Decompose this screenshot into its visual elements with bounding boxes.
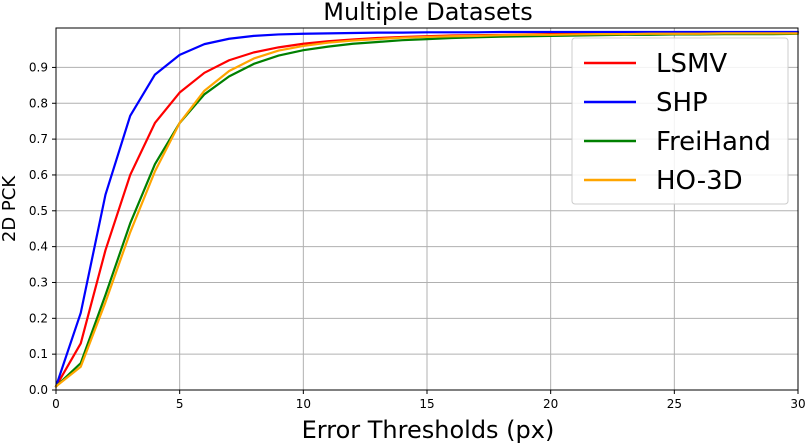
chart-title: Multiple Datasets — [323, 0, 532, 26]
x-tick-label: 15 — [419, 397, 434, 411]
x-tick-label: 30 — [790, 397, 805, 411]
y-tick-label: 0.1 — [29, 347, 48, 361]
y-tick-label: 0.4 — [29, 240, 48, 254]
y-tick-label: 0.5 — [29, 204, 48, 218]
x-tick-label: 5 — [176, 397, 184, 411]
y-tick-label: 0.9 — [29, 60, 48, 74]
y-tick-label: 0.0 — [29, 383, 48, 397]
series-line-ho-3d — [54, 32, 800, 388]
legend-label-shp: SHP — [656, 88, 708, 118]
y-tick-label: 0.2 — [29, 311, 48, 325]
x-tick-label: 10 — [296, 397, 311, 411]
y-tick-label: 0.7 — [29, 132, 48, 146]
x-tick-label: 0 — [52, 397, 60, 411]
y-axis-label: 2D PCK — [0, 175, 20, 242]
series-line-shp — [54, 30, 800, 388]
x-tick-label: 20 — [543, 397, 558, 411]
legend-box — [571, 37, 789, 205]
legend: LSMV SHP FreiHand HO-3D — [571, 37, 789, 205]
axis-ticks: 0 5 10 15 20 25 30 0.0 0.1 0.2 0.3 0.4 0.5 0.6 0.7 0.8 0… — [29, 60, 806, 411]
legend-label-lsmv: LSMV — [656, 49, 727, 79]
x-axis-label: Error Thresholds (px) — [302, 416, 555, 444]
y-tick-label: 0.6 — [29, 168, 48, 182]
y-tick-label: 0.3 — [29, 275, 48, 289]
legend-label-freihand: FreiHand — [656, 127, 771, 157]
y-tick-label: 0.8 — [29, 96, 48, 110]
x-tick-label: 25 — [667, 397, 682, 411]
series-lines — [54, 30, 800, 388]
legend-label-ho-3d: HO-3D — [656, 166, 743, 196]
